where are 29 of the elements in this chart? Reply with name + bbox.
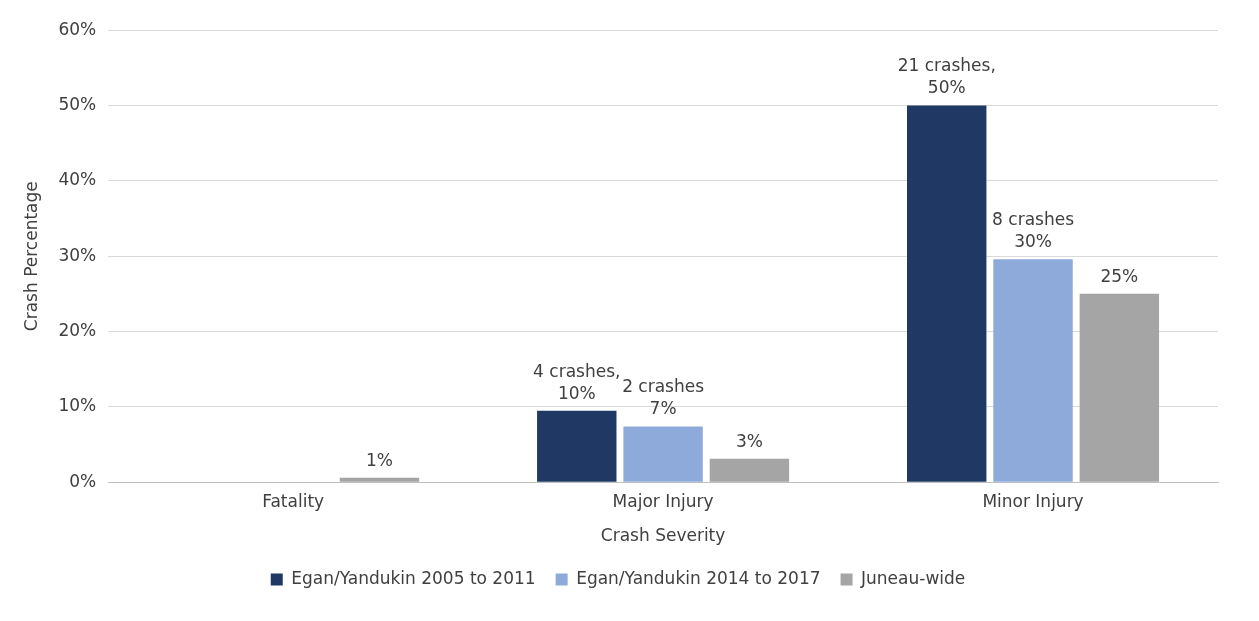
y-tick-label: 50% [58, 93, 97, 114]
data-label: 1% [365, 449, 393, 470]
data-label: 3% [735, 430, 763, 451]
y-tick-label: 40% [58, 169, 97, 190]
y-tick-label: 20% [58, 319, 97, 340]
legend-label: Egan/Yandukin 2005 to 2011 [291, 567, 536, 588]
data-label: 2 crashes 7% [622, 376, 705, 419]
y-tick-label: 10% [58, 395, 97, 416]
bar [537, 410, 617, 482]
x-tick-label: Major Injury [612, 490, 714, 511]
x-axis-title: Crash Severity [600, 525, 726, 546]
data-label: 8 crashes 30% [992, 209, 1075, 252]
data-label: 25% [1100, 265, 1139, 286]
y-tick-label: 0% [69, 470, 97, 491]
x-tick-label: Minor Injury [982, 490, 1084, 511]
bar [907, 105, 987, 482]
y-tick-label: 30% [58, 244, 97, 265]
bar [709, 458, 790, 482]
x-tick-label: Fatality [262, 490, 325, 511]
y-axis-title: Crash Percentage [20, 181, 41, 332]
bar [339, 477, 420, 482]
legend-label: Juneau-wide [860, 567, 966, 588]
y-tick-label: 60% [58, 18, 97, 39]
bar [993, 259, 1073, 482]
bar [623, 426, 703, 482]
bar [1079, 293, 1160, 482]
data-label: 21 crashes, 50% [897, 55, 996, 98]
legend-label: Egan/Yandukin 2014 to 2017 [576, 567, 821, 588]
data-label: 4 crashes, 10% [533, 360, 621, 403]
